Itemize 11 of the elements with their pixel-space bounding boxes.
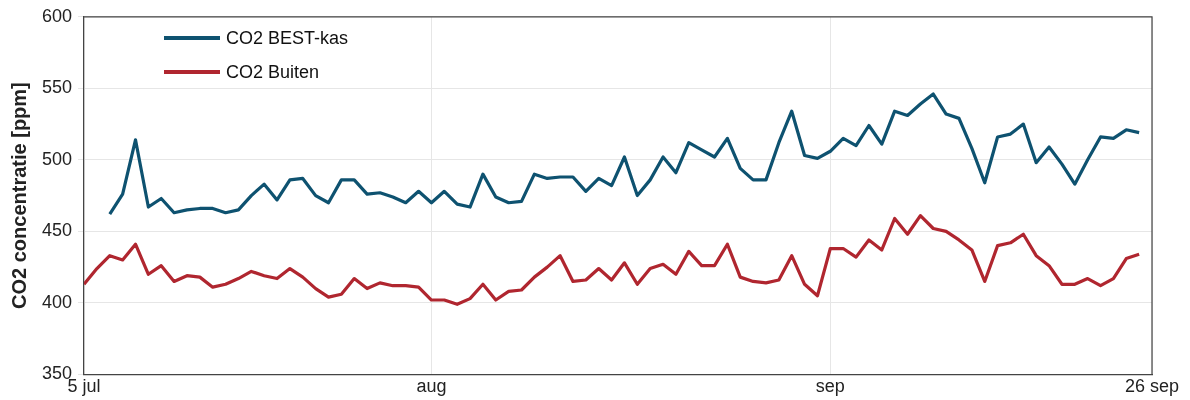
y-tick-label: 500 <box>41 148 73 169</box>
x-tick-label: 26 sep <box>1124 376 1180 397</box>
y-axis-title: CO2 concentratie [ppm] <box>7 82 30 309</box>
legend-label: CO2 Buiten <box>226 60 320 84</box>
x-tick-label: sep <box>815 376 845 397</box>
x-tick-label: aug <box>416 376 447 397</box>
y-tick-label: 600 <box>41 5 73 26</box>
y-tick-label: 450 <box>41 220 73 241</box>
y-tick-label: 400 <box>41 291 73 312</box>
y-tick-label: 550 <box>41 77 73 98</box>
legend-label: CO2 BEST-kas <box>226 26 349 50</box>
